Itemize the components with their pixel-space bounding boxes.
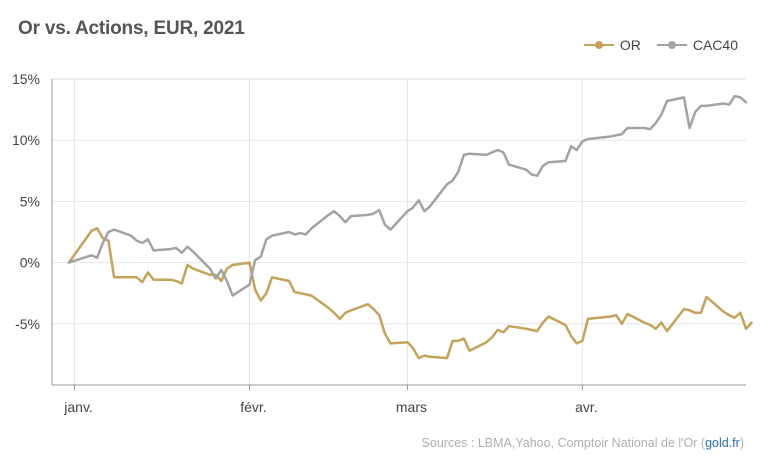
x-tick-label: janv.: [63, 399, 93, 415]
legend-item-cac40[interactable]: CAC40: [656, 37, 738, 53]
legend-item-or[interactable]: OR: [583, 37, 641, 53]
sources-close: ): [739, 436, 744, 450]
x-tick-label: févr.: [240, 399, 266, 415]
grid: [52, 78, 746, 385]
chart-title: Or vs. Actions, EUR, 2021: [18, 18, 245, 39]
sources-note: Sources : LBMA,Yahoo, Comptoir National …: [422, 436, 744, 450]
legend: OR CAC40: [568, 37, 738, 53]
legend-label-cac40: CAC40: [692, 37, 738, 53]
y-tick-label: 5%: [20, 193, 40, 209]
source-link[interactable]: gold.fr: [705, 436, 740, 450]
y-tick-label: 0%: [20, 255, 40, 271]
series-line-or: [67, 227, 753, 360]
axes: [51, 79, 746, 390]
x-tick-label: avr.: [575, 399, 598, 415]
legend-swatch-or: [583, 38, 614, 52]
series-line-cac40: [67, 94, 748, 297]
y-tick-label: 15%: [12, 71, 40, 87]
tick-labels: -5% 0% 5% 10% 15% janv. févr. mars avr.: [12, 71, 598, 415]
x-tick-label: mars: [396, 399, 427, 415]
series-lines: [67, 94, 753, 360]
legend-label-or: OR: [619, 37, 641, 53]
y-tick-label: 10%: [12, 132, 40, 148]
legend-swatch-cac40: [656, 38, 687, 52]
sources-text: Sources : LBMA,Yahoo, Comptoir National …: [421, 436, 706, 450]
y-tick-label: -5%: [15, 316, 40, 332]
